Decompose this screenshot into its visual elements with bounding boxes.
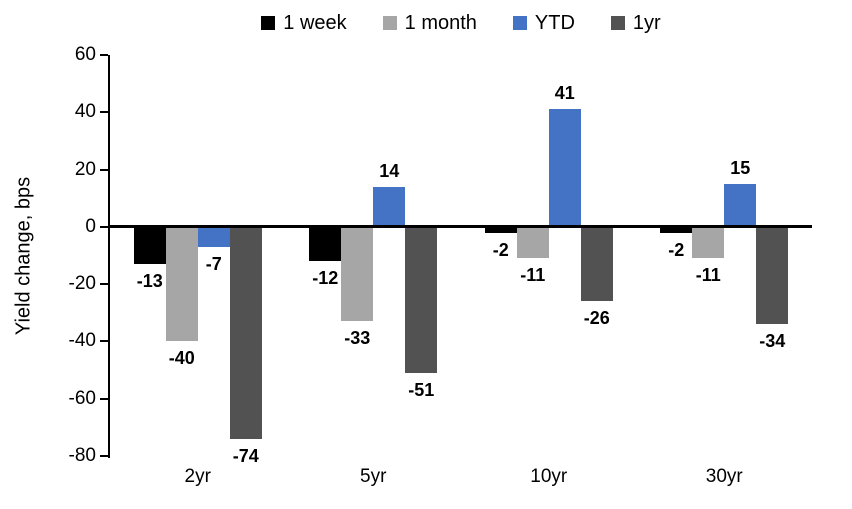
y-tick-label: -40 <box>68 330 96 352</box>
bar-value-label: 15 <box>730 157 751 178</box>
legend-swatch-icon <box>382 16 397 30</box>
y-axis-line <box>108 55 110 458</box>
legend-item-1-month: 1 month <box>382 12 477 34</box>
x-axis-zero-line <box>110 225 812 229</box>
y-axis-tick <box>100 168 108 171</box>
bar-value-label: -12 <box>312 268 339 289</box>
bar-1-month-5yr <box>341 226 374 322</box>
y-tick-label: -80 <box>68 445 96 466</box>
legend-label: 1 week <box>283 12 347 34</box>
bar-1-week-2yr <box>133 226 166 265</box>
chart-legend: 1 week 1 month YTD 1yr <box>110 8 812 38</box>
bar-value-label: -33 <box>344 328 371 349</box>
bar-YTD-5yr <box>373 186 406 227</box>
bar-value-label: 14 <box>379 160 400 181</box>
y-axis-tick <box>100 340 108 343</box>
bar-value-label: -2 <box>492 239 509 260</box>
bar-value-label: -26 <box>583 308 610 329</box>
bar-YTD-10yr <box>548 109 581 227</box>
bar-1-month-30yr <box>692 226 725 259</box>
y-tick-label: -20 <box>68 273 96 295</box>
legend-item-YTD: YTD <box>512 12 575 34</box>
bar-value-label: -13 <box>136 271 163 292</box>
y-axis-tick <box>100 455 108 457</box>
y-axis-tick <box>100 397 108 400</box>
y-tick-label: -60 <box>68 387 96 409</box>
y-axis-tick <box>100 111 108 114</box>
bar-value-label: -2 <box>668 239 685 260</box>
legend-label: 1 month <box>404 12 477 34</box>
category-label-10yr: 10yr <box>530 466 568 487</box>
legend-swatch-icon <box>261 16 276 30</box>
legend-item-1yr: 1yr <box>610 12 661 34</box>
bar-YTD-30yr <box>724 183 757 227</box>
bar-1-week-10yr <box>484 226 517 233</box>
bar-1yr-30yr <box>756 226 789 325</box>
bar-value-label: -7 <box>205 253 222 274</box>
bar-value-label: -11 <box>520 265 546 286</box>
bar-1yr-5yr <box>405 226 438 373</box>
legend-swatch-icon <box>512 16 527 30</box>
legend-label: 1yr <box>632 12 661 34</box>
bar-value-label: -74 <box>232 445 259 466</box>
y-axis-tick <box>100 54 108 56</box>
category-label-5yr: 5yr <box>360 466 387 487</box>
legend-label: YTD <box>534 12 575 34</box>
y-tick-label: 60 <box>74 44 96 65</box>
category-label-30yr: 30yr <box>705 466 743 487</box>
bar-value-label: -34 <box>759 331 786 352</box>
bar-value-label: -51 <box>408 379 435 400</box>
bar-value-label: -11 <box>695 265 721 286</box>
bar-1-week-5yr <box>309 226 342 262</box>
y-tick-label: 20 <box>74 158 96 180</box>
bar-1-month-2yr <box>165 226 198 342</box>
legend-swatch-icon <box>610 16 625 30</box>
y-axis-tick <box>100 225 108 228</box>
bar-value-label: -40 <box>168 348 195 369</box>
bar-1-month-10yr <box>516 226 549 259</box>
bar-1yr-2yr <box>229 226 262 439</box>
bar-YTD-2yr <box>197 226 230 247</box>
y-tick-label: 0 <box>85 215 96 237</box>
legend-item-1-week: 1 week <box>261 12 347 34</box>
bar-1yr-10yr <box>580 226 613 302</box>
y-axis-tick <box>100 283 108 286</box>
category-label-2yr: 2yr <box>184 466 211 487</box>
y-tick-label: 40 <box>74 101 96 123</box>
bar-value-label: 41 <box>554 83 575 104</box>
bar-1-week-30yr <box>660 226 693 233</box>
